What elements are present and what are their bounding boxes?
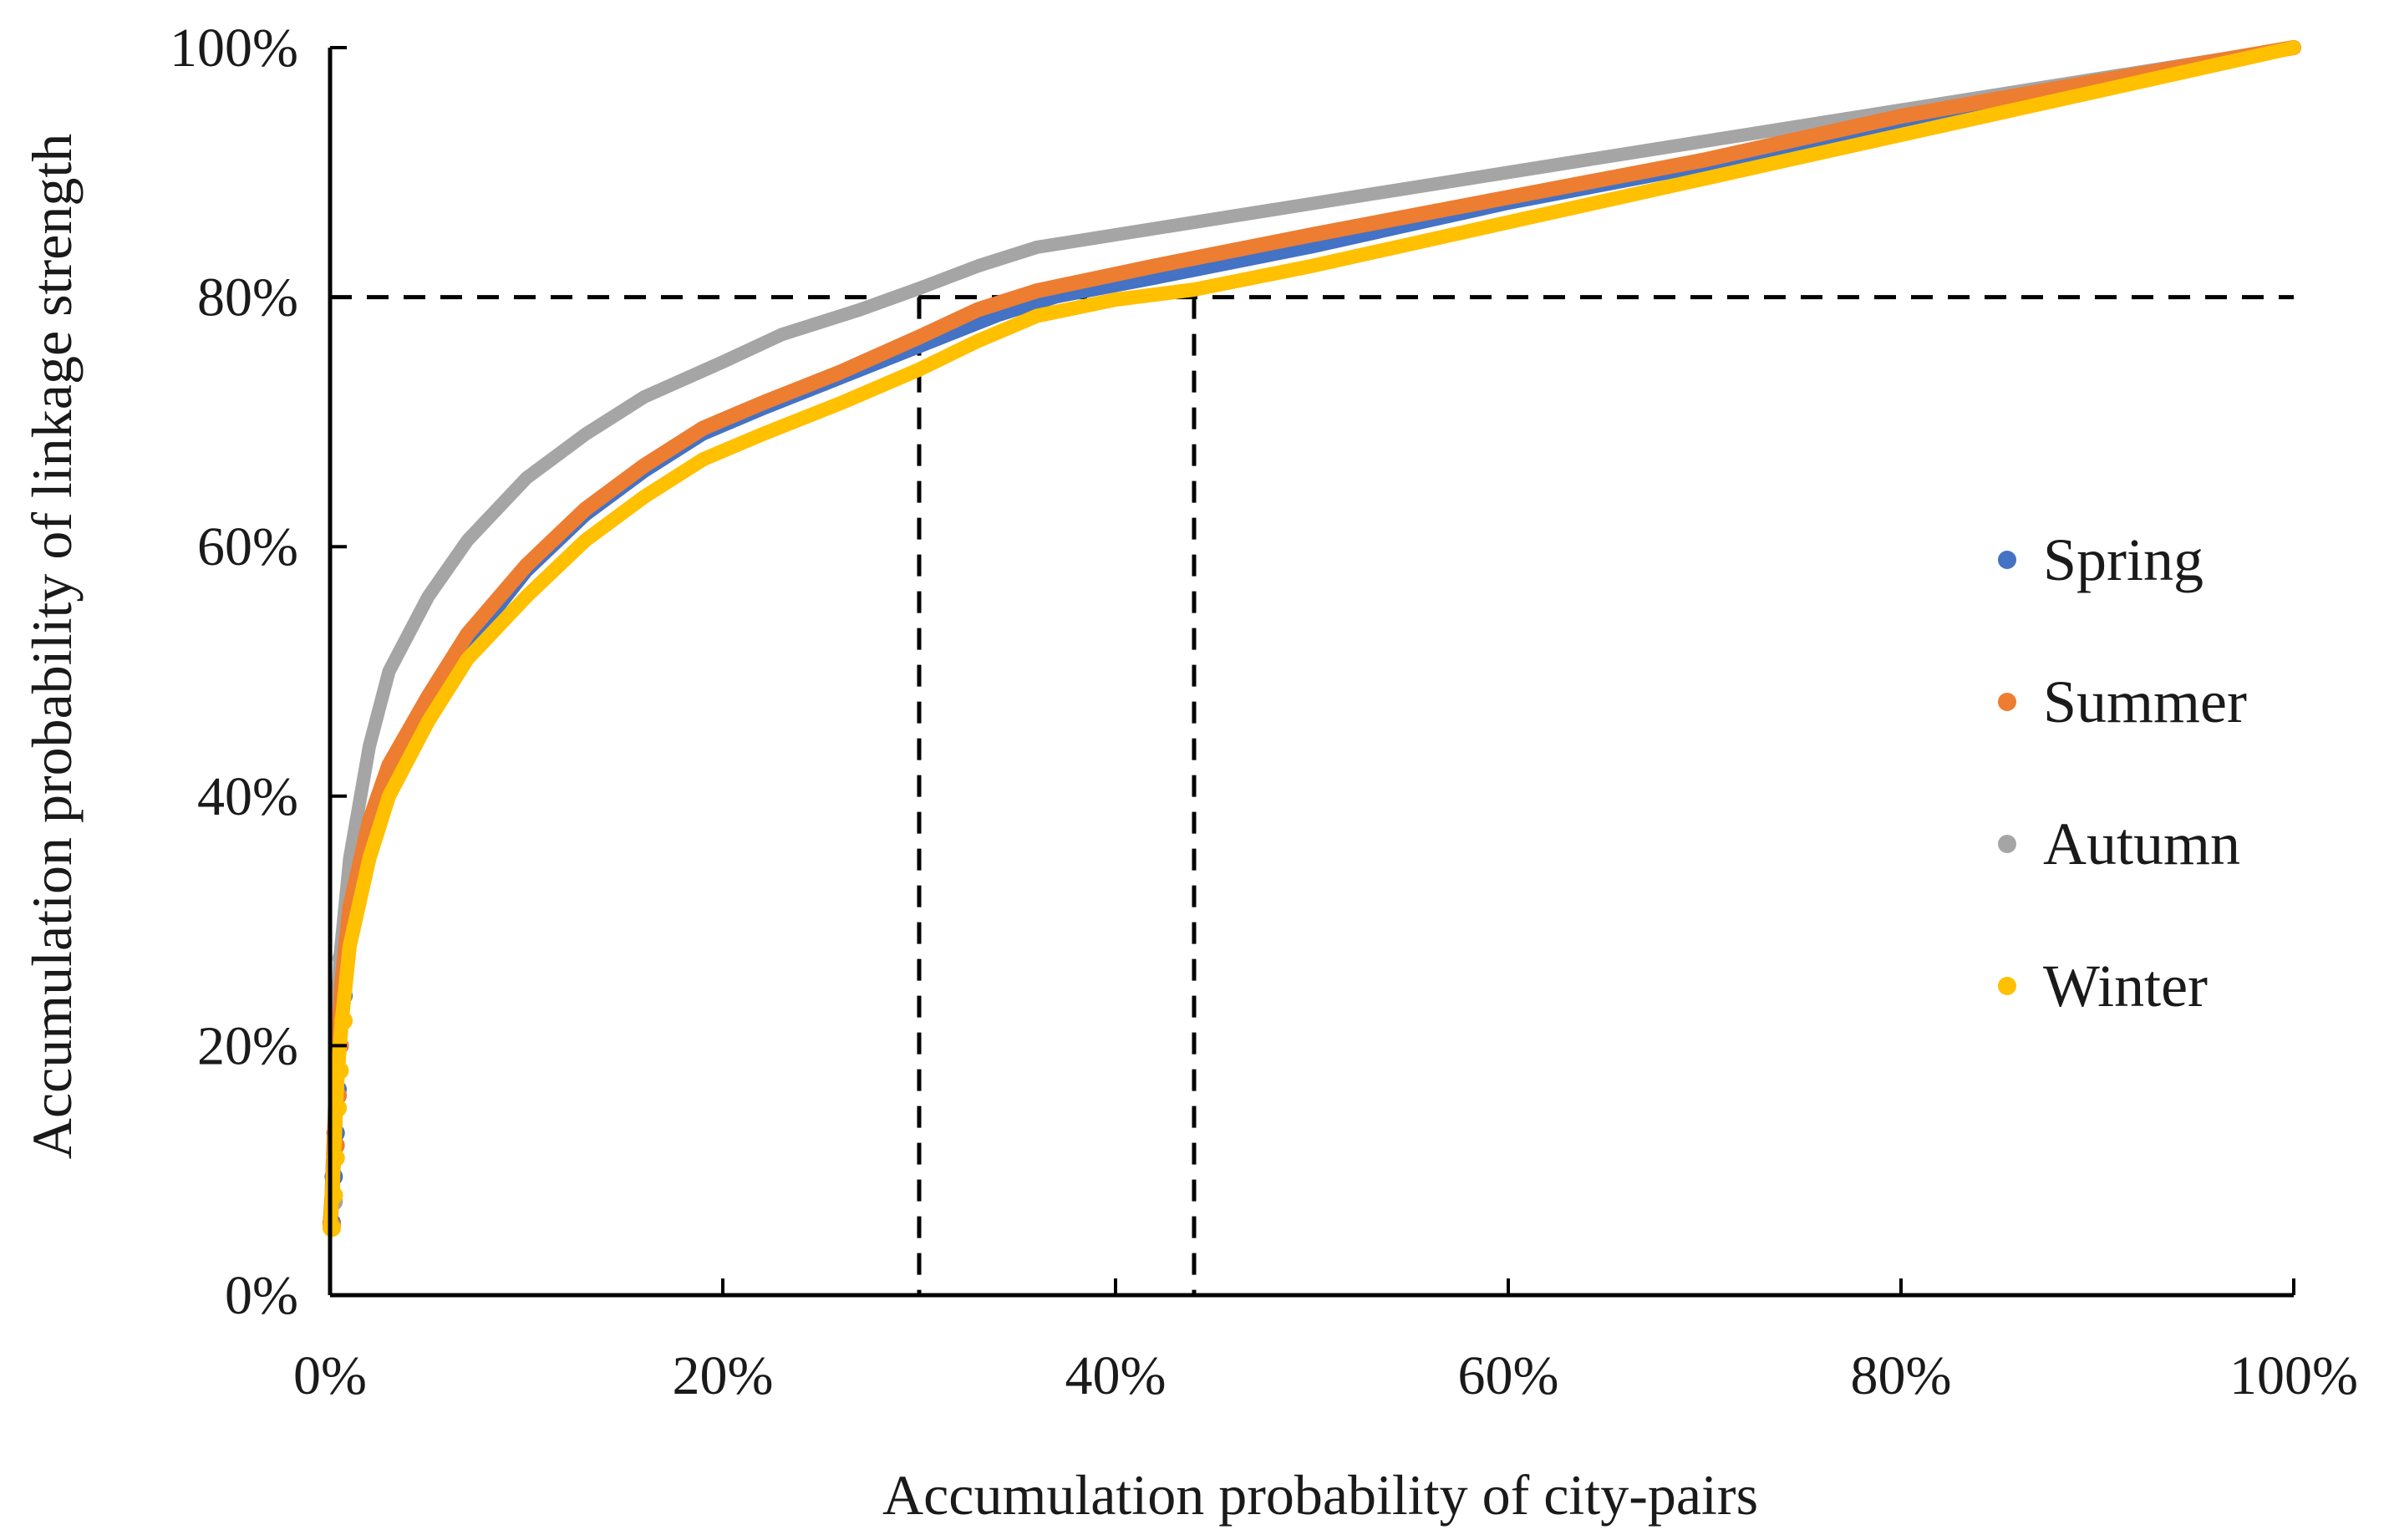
data-point-winter: [330, 1061, 349, 1080]
legend-label-summer: Summer: [2043, 668, 2247, 735]
series-layer: [323, 40, 2301, 1238]
reference-lines: [330, 295, 2294, 1295]
y-tick-label: 40%: [197, 766, 298, 827]
data-point-winter: [328, 1099, 348, 1118]
y-tick-label: 80%: [197, 267, 298, 328]
series-line-summer: [323, 40, 2301, 1233]
legend-marker-autumn: [1998, 835, 2016, 853]
series-autumn: [323, 41, 2300, 1233]
y-tick-label: 60%: [197, 516, 298, 577]
series-spring: [323, 41, 2300, 1233]
y-ticks: 0% 20% 40% 60% 80% 100%: [170, 18, 347, 1326]
x-tick-label: 40%: [1065, 1345, 1167, 1406]
legend-label-spring: Spring: [2043, 526, 2203, 593]
x-tick-label: 60%: [1458, 1345, 1559, 1406]
legend-marker-winter: [1998, 977, 2016, 995]
legend: Spring Summer Autumn Winter: [1998, 526, 2247, 1019]
x-tick-label: 0%: [293, 1345, 367, 1406]
x-ticks: 0% 20% 40% 60% 80% 100%: [293, 1278, 2358, 1406]
series-line-winter: [323, 40, 2301, 1235]
series-winter: [323, 40, 2301, 1238]
x-tick-label: 20%: [673, 1345, 774, 1406]
y-tick-label: 100%: [170, 18, 298, 79]
y-tick-label: 20%: [197, 1015, 298, 1076]
y-axis-title: Accumulation probability of linkage stre…: [20, 134, 84, 1160]
y-tick-label: 0%: [225, 1265, 298, 1326]
legend-marker-spring: [1998, 551, 2016, 569]
legend-marker-summer: [1998, 693, 2016, 711]
data-point-winter: [324, 1186, 343, 1205]
series-summer: [323, 40, 2301, 1235]
x-axis-title: Accumulation probability of city-pairs: [882, 1463, 1758, 1527]
legend-label-autumn: Autumn: [2043, 811, 2240, 877]
series-line-autumn: [323, 41, 2300, 1230]
data-point-winter: [334, 1011, 353, 1030]
x-tick-label: 80%: [1851, 1345, 1952, 1406]
legend-label-winter: Winter: [2043, 953, 2208, 1019]
x-tick-label: 100%: [2229, 1345, 2358, 1406]
axes: [328, 48, 2294, 1298]
series-line-spring: [323, 41, 2300, 1229]
